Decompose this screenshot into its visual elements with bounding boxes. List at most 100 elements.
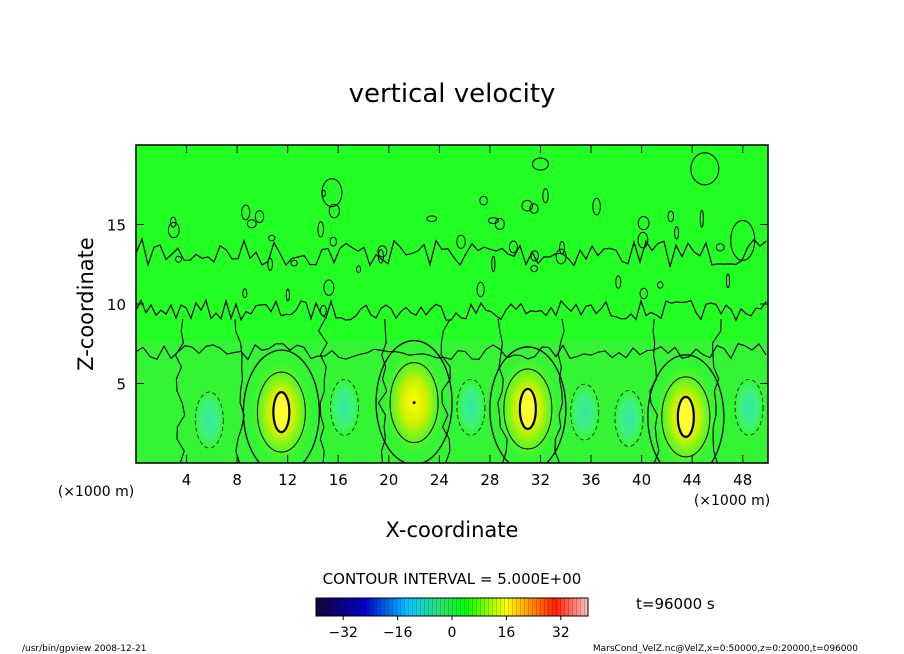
downdraft-contour (194, 391, 224, 449)
small-contour (268, 234, 276, 242)
small-contour (317, 221, 325, 238)
downdraft-contour (330, 378, 359, 436)
small-contour (356, 265, 362, 274)
small-contour (637, 216, 650, 231)
small-contour (529, 203, 539, 214)
small-contour (530, 265, 538, 273)
small-contour (476, 281, 485, 298)
small-contour (456, 234, 466, 249)
downdraft-fill (329, 377, 360, 438)
x-tick-label: 40 (632, 471, 651, 489)
cell-boundary-contour (377, 318, 388, 463)
small-contour (167, 222, 180, 239)
small-contour (592, 197, 601, 216)
x-tick-label: 36 (581, 471, 600, 489)
updraft-contour-core (518, 387, 537, 431)
x-tick-label: 16 (329, 471, 348, 489)
colorbar-stripes (316, 598, 588, 616)
downdraft-contour (614, 390, 644, 447)
downdraft-contour (570, 383, 600, 441)
small-contour (328, 203, 340, 219)
upper-closed-contour (321, 178, 343, 208)
chart-title: vertical velocity (349, 79, 556, 109)
small-contour (542, 188, 549, 204)
small-contour (169, 216, 177, 228)
updraft-contour-core (272, 391, 291, 434)
y-tick-label: 5 (116, 376, 126, 394)
upper-closed-contour (690, 152, 720, 186)
x-tick-label: 28 (480, 471, 499, 489)
small-contour (377, 245, 388, 258)
small-contour (559, 241, 565, 255)
small-contour (667, 210, 675, 223)
downdraft-fill (194, 390, 225, 451)
small-contour (491, 255, 496, 273)
small-contour (657, 281, 664, 289)
small-contour (715, 243, 725, 252)
feature-layer (194, 339, 765, 463)
small-contour (290, 259, 298, 267)
small-contour (246, 219, 257, 229)
footer-left: /usr/bin/gpview 2008-12-21 (22, 644, 146, 654)
zero-contour-lower (136, 343, 767, 361)
small-contour (521, 199, 534, 212)
plot-area (136, 145, 768, 463)
updraft-contour-mid (661, 376, 711, 458)
downdraft-fill (613, 388, 644, 449)
cell-boundary-contour (497, 318, 508, 463)
downdraft-contour (456, 378, 486, 436)
cell-boundary-contour (649, 318, 660, 463)
updraft-core-dot (412, 401, 416, 405)
cell-boundary-contour (554, 318, 565, 463)
small-contour (323, 279, 335, 296)
updraft-contour-outer (375, 339, 453, 463)
colorbar-tick-label: 16 (497, 625, 515, 641)
cell-boundary-contour (711, 318, 722, 463)
cell-boundary-contour (440, 318, 451, 463)
small-contour (175, 255, 182, 263)
small-contour (241, 204, 251, 221)
small-contour (508, 240, 518, 254)
updraft-contour-core (676, 395, 695, 438)
x-tick-label: 48 (733, 471, 752, 489)
small-contour (674, 226, 680, 240)
small-contour (494, 218, 505, 230)
x-unit-right: (×1000 m) (694, 493, 770, 509)
y-tick-label: 15 (107, 217, 126, 235)
time-label: t=96000 s (636, 595, 715, 613)
small-contour (488, 217, 499, 225)
colorbar-ticks: −32 −16 0 16 32 (328, 616, 570, 641)
y-axis-label: Z-coordinate (74, 237, 98, 371)
downdraft-contour (734, 378, 764, 436)
small-contour (637, 231, 649, 249)
cell-boundary-contour (317, 318, 328, 463)
colorbar-tick-label: 0 (448, 625, 457, 641)
upper-closed-contour (531, 157, 550, 171)
small-contour (319, 305, 327, 317)
x-tick-label: 32 (531, 471, 550, 489)
downdraft-fill (734, 377, 765, 438)
updraft-contour-outer (489, 346, 567, 463)
small-contour (530, 250, 539, 262)
zero-contour-upper (136, 237, 767, 268)
footer-right: MarsCond_VelZ.nc@VelZ,x=0:50000,z=0:2000… (593, 644, 858, 654)
zero-contour-middle (136, 298, 767, 322)
x-tick-label: 12 (278, 471, 297, 489)
x-tick-label: 24 (430, 471, 449, 489)
x-unit-left: (×1000 m) (58, 484, 134, 500)
colorbar-tick-label: −32 (328, 625, 358, 641)
small-contour (699, 209, 704, 228)
y-tick-label: 10 (107, 296, 126, 314)
small-contour (725, 273, 731, 289)
small-contour (329, 236, 337, 247)
updraft-contour-mid (256, 371, 306, 453)
small-contour (377, 249, 384, 264)
x-tick-label: 4 (182, 471, 192, 489)
x-axis: 4 8 12 16 20 24 28 32 36 40 44 48 (182, 145, 752, 489)
cell-boundary-contour (174, 318, 186, 463)
colorbar: −32 −16 0 16 32 (315, 597, 589, 641)
updraft-contour-mid (389, 362, 439, 444)
small-contour (615, 275, 622, 289)
small-contour (426, 215, 438, 222)
updraft-contour-mid (503, 368, 553, 450)
